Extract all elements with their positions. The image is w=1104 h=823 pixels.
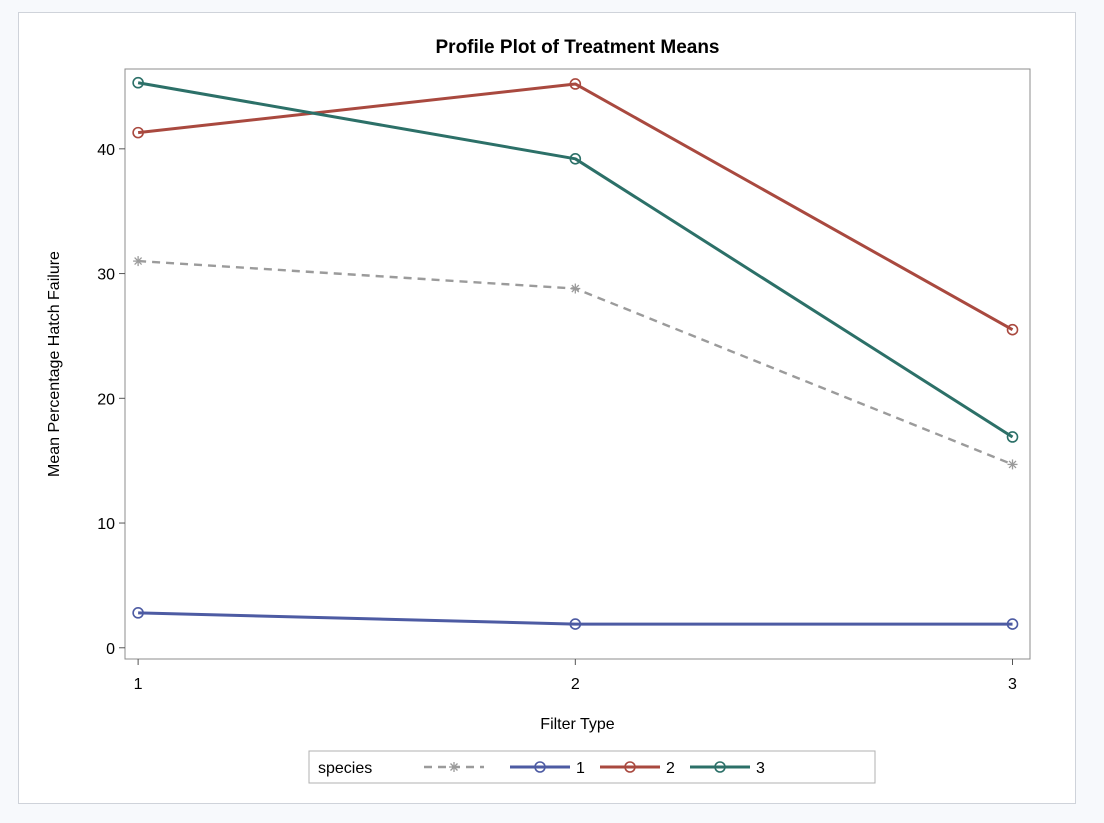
- data-point: [569, 153, 582, 165]
- legend-label: 1: [576, 760, 585, 777]
- y-tick-label: 40: [97, 142, 115, 159]
- data-point: [624, 761, 636, 773]
- series-1: [132, 607, 1019, 630]
- legend-box: [308, 750, 876, 784]
- legend: species 1 2 3: [308, 750, 876, 784]
- legend-title: species: [318, 760, 372, 777]
- y-tick-label: 0: [106, 641, 115, 658]
- series-2: [132, 78, 1019, 336]
- y-axis: 0 10 20 30 40: [97, 142, 125, 658]
- legend-item: 2: [600, 760, 675, 777]
- series-layer: [132, 76, 1019, 630]
- series-line: [138, 611, 1013, 626]
- legend-label: 3: [756, 760, 765, 777]
- y-tick-label: 10: [97, 516, 115, 533]
- y-tick-label: 30: [97, 267, 115, 284]
- plot-area: [124, 68, 1031, 660]
- data-point: [534, 761, 546, 773]
- legend-items: 1 2 3: [424, 760, 765, 777]
- data-point: [569, 618, 582, 630]
- data-point: [449, 762, 459, 772]
- data-point: [132, 607, 144, 619]
- data-point: [1006, 323, 1019, 336]
- chart-frame: Profile Plot of Treatment Means 0 10 20 30 4…: [18, 12, 1076, 804]
- legend-item: 1: [510, 760, 585, 777]
- legend-item: 3: [690, 760, 765, 777]
- data-point: [1007, 459, 1018, 470]
- data-point: [132, 126, 144, 139]
- y-tick-label: 20: [97, 391, 115, 408]
- chart-title: Profile Plot of Treatment Means: [436, 37, 720, 58]
- x-tick-label: 3: [1008, 676, 1017, 693]
- x-tick-label: 2: [571, 676, 580, 693]
- data-point: [133, 256, 144, 267]
- x-axis: 1 2 3: [134, 659, 1017, 693]
- legend-item: [424, 762, 484, 772]
- data-point: [1006, 618, 1019, 630]
- series-line: [137, 82, 1014, 332]
- profile-plot-chart: Profile Plot of Treatment Means 0 10 20 30 4…: [46, 37, 1031, 784]
- series-line: [137, 81, 1014, 439]
- data-point: [570, 283, 581, 294]
- y-axis-label: Mean Percentage Hatch Failure: [46, 251, 63, 477]
- data-point: [132, 76, 144, 89]
- data-point: [569, 78, 582, 90]
- data-point: [1006, 431, 1019, 443]
- legend-label: 2: [666, 760, 675, 777]
- series-3: [132, 76, 1019, 443]
- x-tick-label: 1: [134, 676, 143, 693]
- data-point: [714, 761, 726, 773]
- series-gray: [133, 256, 1018, 470]
- x-axis-label: Filter Type: [540, 716, 615, 733]
